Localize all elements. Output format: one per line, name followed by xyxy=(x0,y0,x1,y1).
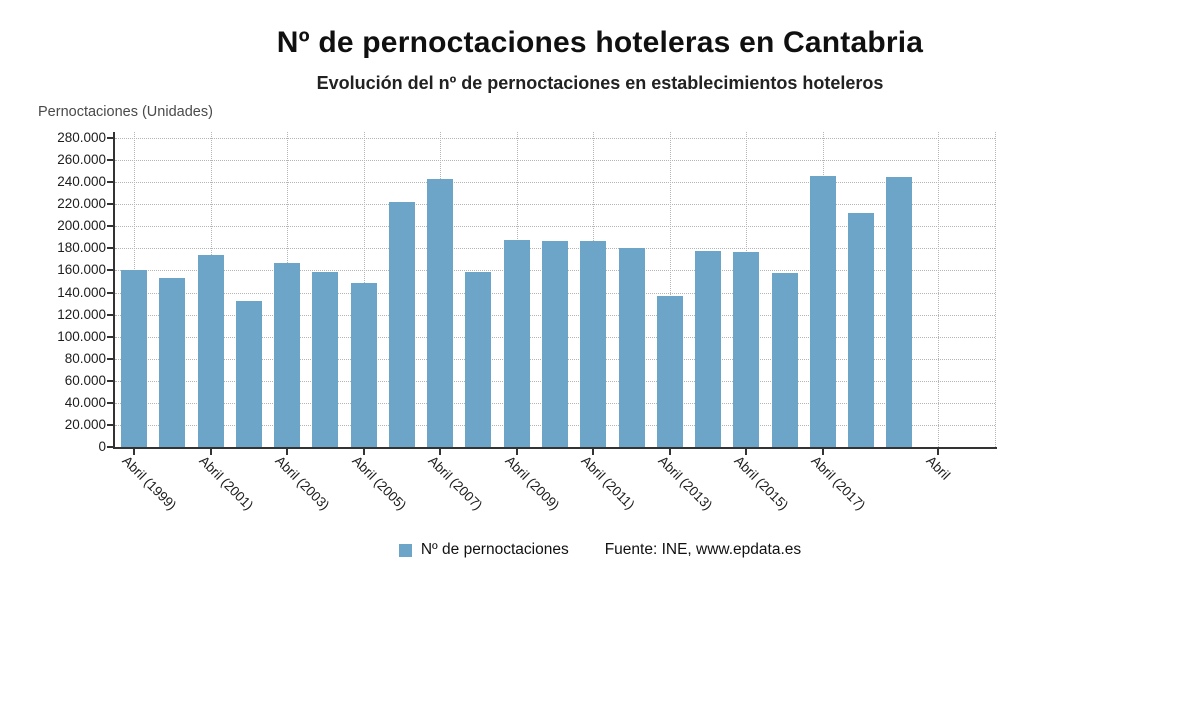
bar xyxy=(388,202,415,447)
bar xyxy=(886,176,913,447)
y-axis-tick-label: 20.000 xyxy=(64,416,106,432)
bar xyxy=(350,282,377,447)
x-axis-tick-label: Abril (2015) xyxy=(731,453,792,513)
y-axis-tick-label: 0 xyxy=(98,439,106,454)
x-axis-tick-label: Abril (2011) xyxy=(578,453,638,513)
x-axis-tick-label: Abril (2001) xyxy=(196,453,256,513)
grid-line-vertical xyxy=(669,132,671,447)
bar xyxy=(197,254,224,447)
y-axis-tick-label: 200.000 xyxy=(57,218,106,234)
y-tick-mark xyxy=(107,357,114,360)
bar xyxy=(618,248,645,447)
x-tick-mark xyxy=(209,449,212,455)
grid-line-horizontal xyxy=(115,182,995,184)
x-tick-mark xyxy=(439,449,442,455)
grid-line-horizontal xyxy=(115,226,995,228)
bar xyxy=(809,175,836,447)
x-axis-tick-label: Abril xyxy=(922,453,953,483)
y-tick-mark xyxy=(107,181,114,184)
y-axis-tick-label: 240.000 xyxy=(57,174,106,190)
chart-title: Nº de pernoctaciones hoteleras en Cantab… xyxy=(276,26,924,59)
x-axis-tick-label: Abril (1999) xyxy=(119,453,180,513)
y-axis-tick-label: 160.000 xyxy=(57,262,106,278)
bar xyxy=(503,239,530,447)
bar xyxy=(235,301,262,447)
y-tick-mark xyxy=(107,137,114,139)
y-tick-mark xyxy=(107,313,114,316)
grid-line-horizontal xyxy=(115,204,995,206)
y-tick-mark xyxy=(107,225,114,228)
bar xyxy=(465,271,492,447)
x-axis-tick-label: Abril (2005) xyxy=(349,453,410,513)
source-label: Fuente: INE, www.epdata.es xyxy=(604,541,802,558)
x-tick-mark xyxy=(362,449,365,455)
x-tick-mark xyxy=(286,449,289,455)
x-axis-tick-label: Abril (2007) xyxy=(425,453,486,513)
grid-line-horizontal xyxy=(115,138,995,139)
bar xyxy=(695,250,722,447)
bar xyxy=(848,213,875,447)
y-axis-tick-label: 180.000 xyxy=(57,240,106,256)
bar xyxy=(121,270,148,447)
x-tick-mark xyxy=(133,449,136,455)
x-axis-tick-label: Abril (2003) xyxy=(272,453,333,513)
y-axis-tick-label: 260.000 xyxy=(57,152,106,168)
y-tick-mark xyxy=(107,446,114,448)
y-axis-tick-label: 280.000 xyxy=(57,130,106,145)
x-axis-tick-label: Abril (2017) xyxy=(808,453,869,513)
bar xyxy=(542,240,568,447)
y-axis-tick-label: 140.000 xyxy=(57,284,106,300)
plot-right-border xyxy=(995,132,996,447)
y-tick-mark xyxy=(107,159,114,162)
x-tick-mark xyxy=(668,449,671,455)
x-axis-tick-label: Abril (2009) xyxy=(502,453,563,513)
source-note: Fuente: INE, www.epdata.es xyxy=(605,541,801,559)
y-tick-mark xyxy=(107,401,114,404)
bar xyxy=(733,251,760,447)
chart-subtitle: Evolución del nº de pernoctaciones en es… xyxy=(316,73,884,93)
y-axis-tick-label: 120.000 xyxy=(57,306,106,322)
legend: Nº de pernoctaciones Fuente: INE, www.ep… xyxy=(0,541,1200,559)
bar xyxy=(580,240,607,447)
y-axis-tick-label: 40.000 xyxy=(64,394,106,410)
x-axis-line xyxy=(113,447,997,449)
grid-line-vertical xyxy=(937,132,939,447)
y-tick-mark xyxy=(107,269,114,272)
y-tick-mark xyxy=(107,203,114,206)
y-tick-mark xyxy=(107,423,114,426)
y-axis-tick-label: 80.000 xyxy=(64,350,106,366)
bar xyxy=(427,178,454,447)
y-axis-tick-label: 100.000 xyxy=(57,328,106,344)
bar xyxy=(312,271,339,447)
x-tick-mark xyxy=(745,449,748,455)
legend-swatch-icon xyxy=(398,543,412,557)
y-tick-mark xyxy=(107,335,114,338)
bar xyxy=(274,262,301,447)
bar xyxy=(656,295,683,447)
y-axis-line xyxy=(113,132,115,449)
y-axis-tick-label: 60.000 xyxy=(64,372,106,388)
x-tick-mark xyxy=(821,449,824,455)
legend-item-pernoctaciones: Nº de pernoctaciones xyxy=(398,541,569,559)
x-axis-tick-label: Abril (2013) xyxy=(655,453,716,513)
y-tick-mark xyxy=(107,379,114,382)
y-axis-title: Pernoctaciones (Unidades) xyxy=(38,104,213,120)
y-axis-tick-label: 220.000 xyxy=(57,196,106,212)
bar xyxy=(771,272,798,447)
bar xyxy=(159,278,186,447)
legend-label: Nº de pernoctaciones xyxy=(420,541,569,558)
y-tick-mark xyxy=(107,291,114,294)
x-tick-mark xyxy=(936,449,939,455)
x-tick-mark xyxy=(515,449,518,455)
y-tick-mark xyxy=(107,247,114,250)
grid-line-horizontal xyxy=(115,160,995,162)
x-tick-mark xyxy=(592,449,595,455)
